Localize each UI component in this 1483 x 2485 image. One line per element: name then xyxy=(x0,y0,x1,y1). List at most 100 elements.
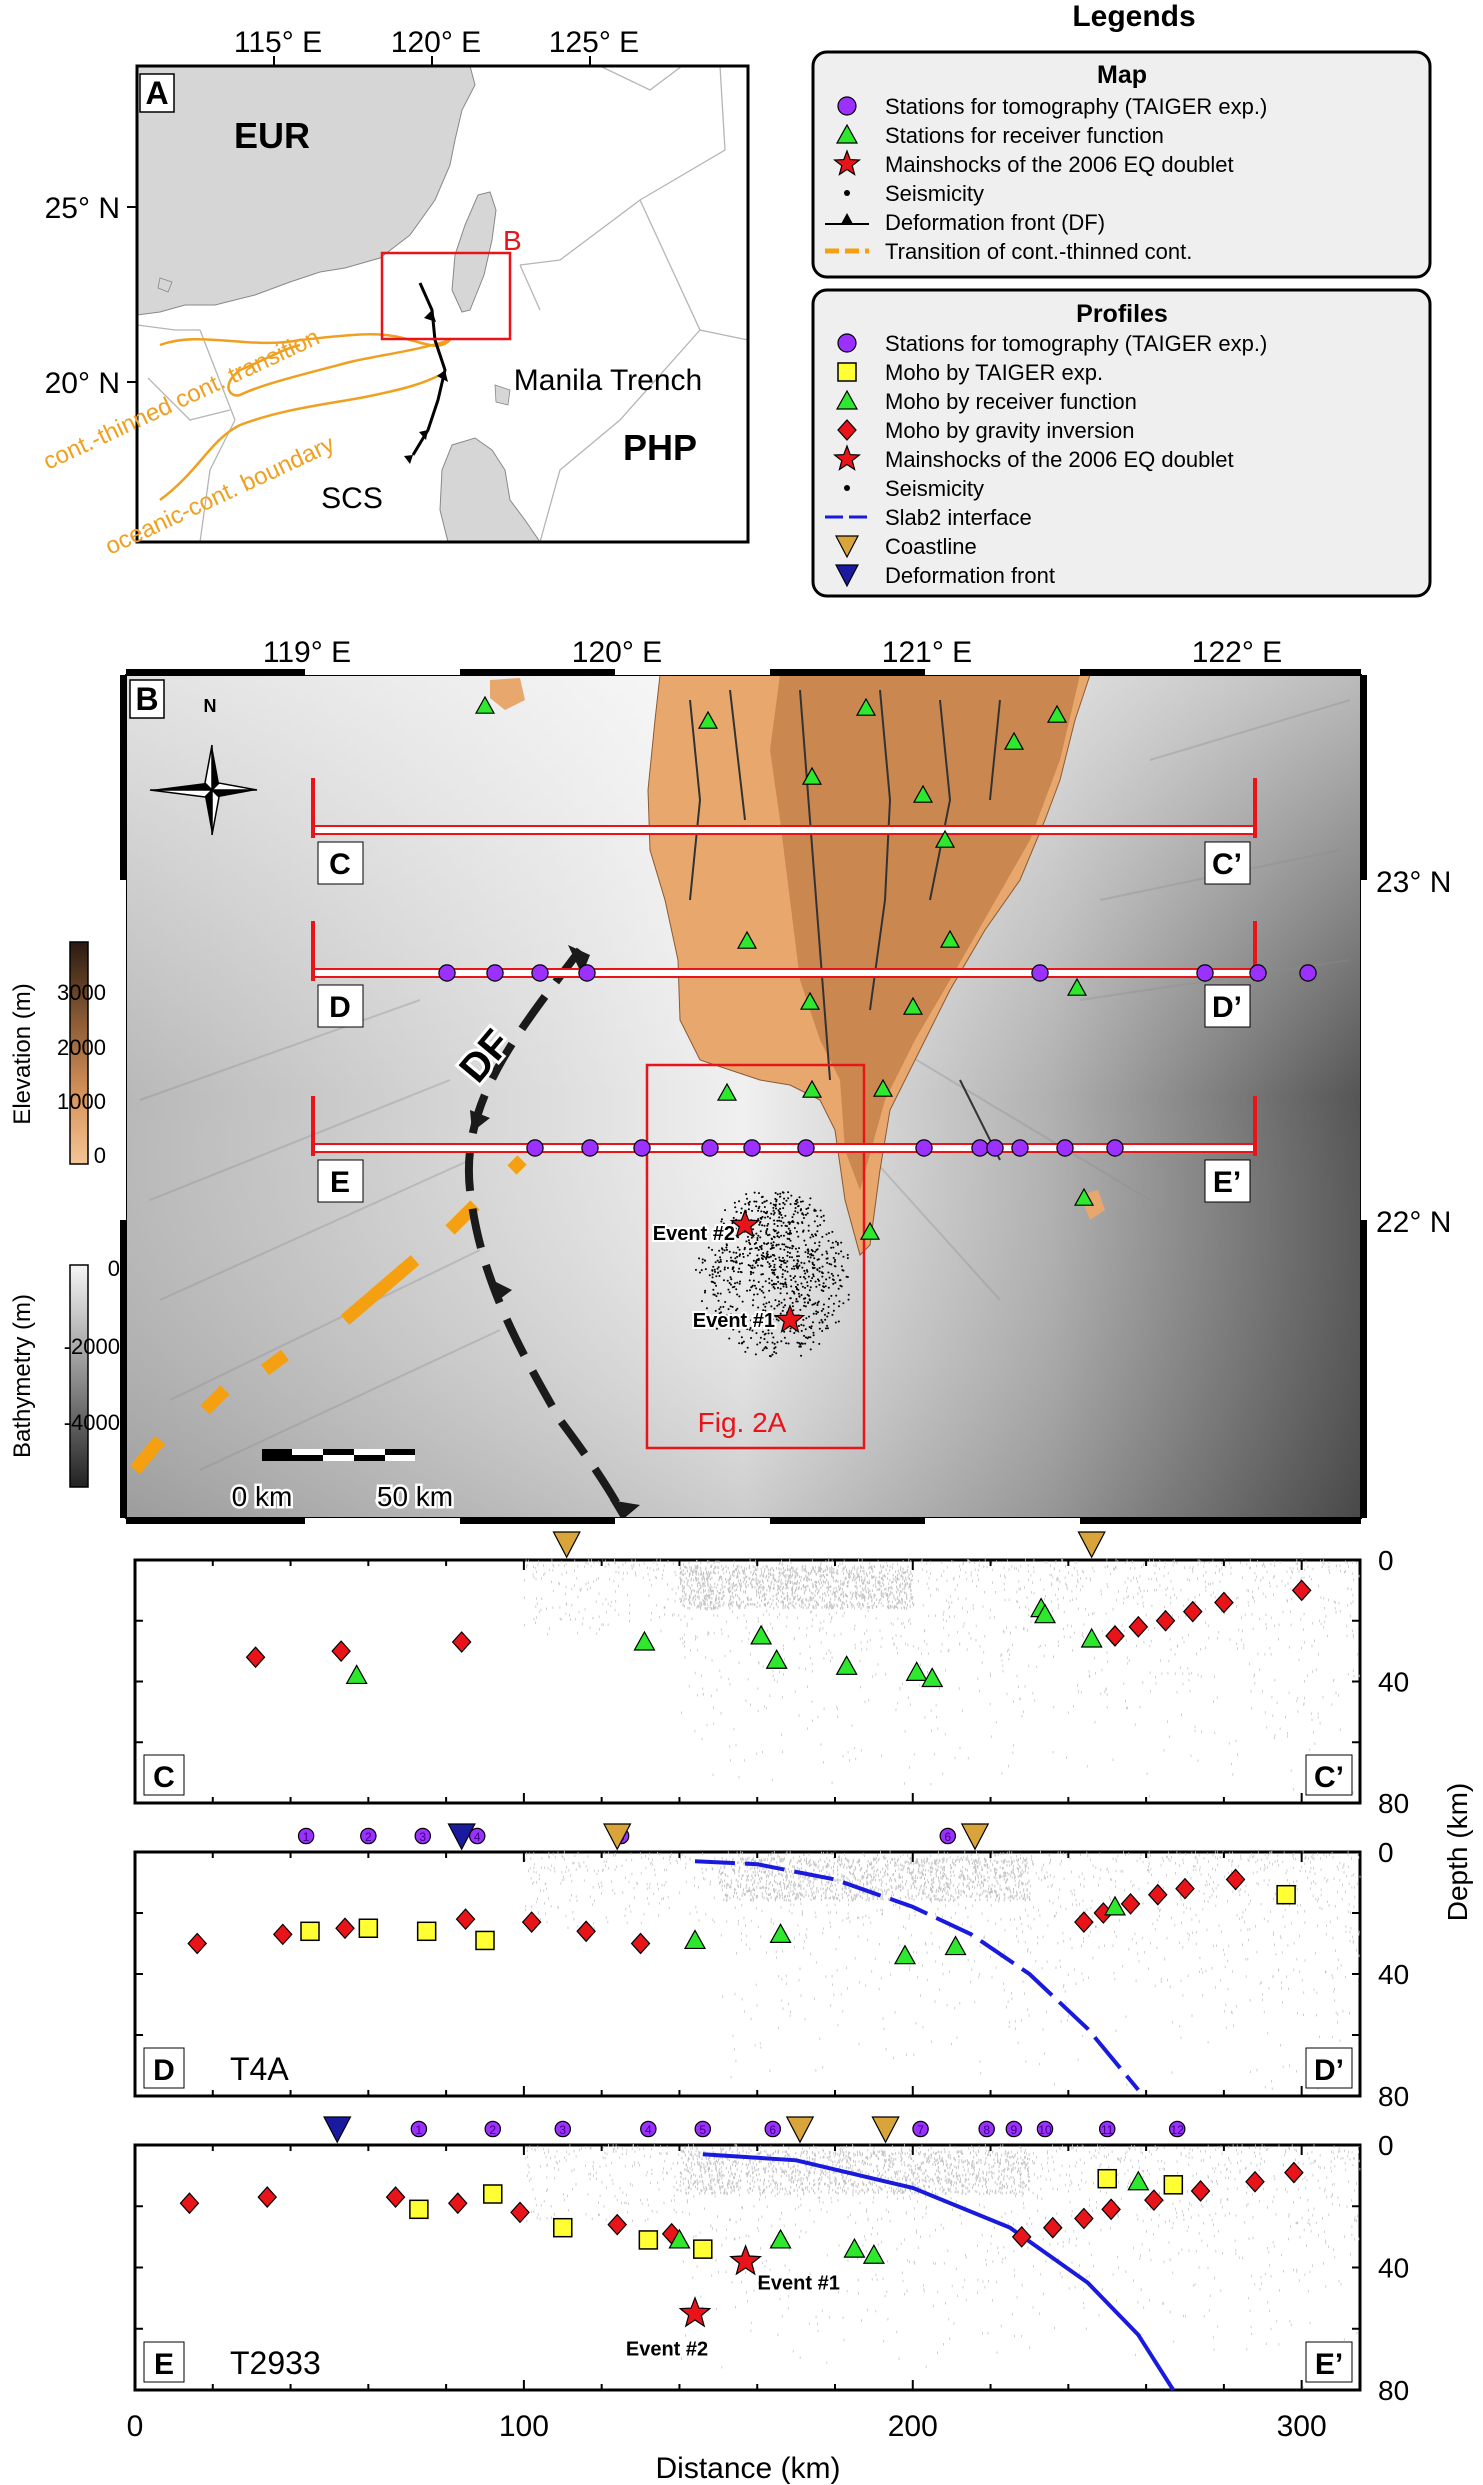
legend-map-symbol-2-icon xyxy=(832,149,862,176)
map-rf-station-17 xyxy=(859,1221,881,1240)
profile-e-transect-tag: T2933 xyxy=(230,2345,321,2381)
map-event-2-label: Event #2 xyxy=(653,1223,735,1245)
profile-d-gravity-5 xyxy=(576,1920,596,1943)
profile-c-seismicity xyxy=(524,1558,1360,1798)
map-station-d-5 xyxy=(1196,964,1214,982)
taiwan-mountains xyxy=(770,675,1080,1190)
profile-e-station-7: 8 xyxy=(978,2120,995,2138)
map-profile-end-2-1: E’ xyxy=(1213,1166,1241,1199)
elev-tick-0: 0 xyxy=(94,1143,106,1168)
lon-tick-121: 121° E xyxy=(882,636,972,669)
map-station-d-3 xyxy=(578,964,596,982)
lat-tick-22: 22° N xyxy=(1376,1206,1451,1239)
profile-d-gravity-1 xyxy=(272,1923,293,1946)
boundary-line xyxy=(159,373,441,501)
profile-e-right-label: E’ xyxy=(1315,2348,1343,2381)
profile-e-taiger-4 xyxy=(693,2239,713,2259)
profile-e-gravity-9 xyxy=(1074,2207,1094,2230)
plate-boundary-lines xyxy=(137,66,748,542)
profile-e-event-0-star xyxy=(729,2244,763,2276)
profile-e-rf-0 xyxy=(668,2228,691,2249)
profile-c-rf-0 xyxy=(345,1664,368,1685)
profile-e-station-8: 9 xyxy=(1005,2120,1023,2138)
profile-e-station-6: 7 xyxy=(912,2120,929,2138)
legend-map-title: Map xyxy=(1097,61,1147,89)
map-station-e-3 xyxy=(701,1139,719,1157)
legend-profile-label-2: Moho by receiver function xyxy=(885,389,1137,414)
profile-c-rf-1 xyxy=(633,1630,656,1651)
map-station-e-10 xyxy=(1056,1139,1074,1157)
profile-e-slab2 xyxy=(702,2152,1175,2392)
profile-e-rf-3 xyxy=(862,2244,885,2264)
profile-e-taiger-3 xyxy=(638,2230,659,2250)
profile-e-rf-1 xyxy=(769,2228,792,2249)
profile-e-station-4: 5 xyxy=(694,2120,712,2138)
profile-e-station-label-10: 11 xyxy=(1101,2123,1114,2137)
legend-map-symbol-3-icon xyxy=(844,190,850,196)
map-event-1-label: Event #1 xyxy=(693,1310,775,1332)
profile-d-rf-3 xyxy=(944,1935,967,1956)
profile-e-taiger-5 xyxy=(1097,2168,1117,2189)
elevation-ticks: 3000 2000 1000 0 xyxy=(57,980,106,1168)
legend-map-box xyxy=(811,50,1432,279)
profile-c-depth-tick-0: 0 xyxy=(1378,1545,1394,1576)
profile-d-slab2 xyxy=(694,1859,1140,2092)
legend-profile-label-5: Seismicity xyxy=(885,476,984,501)
legend-profile-label-8: Deformation front xyxy=(885,563,1055,588)
bathymetry-ticks: 0 -2000 -4000 xyxy=(64,1256,120,1435)
profile-d-gravity-2 xyxy=(335,1917,355,1940)
map-rf-station-4 xyxy=(912,784,934,803)
distance-tick-0: 0 xyxy=(127,2410,144,2443)
profile-e-gravity-0 xyxy=(179,2192,200,2215)
profile-d-taiger-1 xyxy=(358,1918,379,1938)
legend-profile-symbol-2-icon xyxy=(835,389,859,410)
profile-d-station-label-2: 3 xyxy=(419,1830,426,1844)
profile-c-depth-tick-1: 40 xyxy=(1378,1667,1409,1698)
fig2a-box xyxy=(645,1063,866,1450)
profile-e-gravity-1 xyxy=(257,2186,278,2208)
map-station-e-9 xyxy=(1011,1139,1029,1157)
legend-profile-symbol-3-icon xyxy=(837,419,857,441)
legend-map-items: Stations for tomography (TAIGER exp.) Sta… xyxy=(825,94,1267,264)
bathy-tick-0: 0 xyxy=(108,1256,120,1281)
profile-c-depth-tick-2: 80 xyxy=(1378,1788,1409,1819)
lat-tick-20: 20° N xyxy=(45,367,120,400)
legend-panel: Legends Map Stations for tomography (TAI… xyxy=(811,0,1432,598)
profile-e-taiger-0 xyxy=(409,2199,429,2220)
profile-e-left-label: E xyxy=(154,2348,174,2381)
map-rf-station-5 xyxy=(1003,731,1025,750)
profile-e-station-11: 12 xyxy=(1168,2120,1186,2138)
php-label: PHP xyxy=(623,427,697,468)
elev-tick-3000: 3000 xyxy=(57,980,106,1005)
profile-d-rf-2 xyxy=(893,1944,917,1965)
profile-d-gravity-12 xyxy=(1225,1868,1246,1891)
profile-c-rf-6 xyxy=(921,1667,944,1688)
profile-c: 0 40 80 C C’ xyxy=(133,1531,1409,1819)
profile-d-coast-1 xyxy=(960,1823,990,1851)
map-rf-station-15 xyxy=(872,1078,894,1097)
panel-b-location-box xyxy=(380,251,512,341)
profile-c-gravity-7 xyxy=(1182,1600,1203,1623)
map-rf-station-16 xyxy=(1073,1187,1095,1206)
profile-d-gravity-7 xyxy=(1074,1911,1094,1934)
profile-e-station-1: 2 xyxy=(484,2120,502,2138)
map-profile-e: E E’ xyxy=(311,1096,1257,1203)
legend-map-label-4: Deformation front (DF) xyxy=(885,210,1105,235)
map-station-e-6 xyxy=(915,1139,933,1157)
map-rf-station-10 xyxy=(799,991,821,1010)
profile-c-gravity-4 xyxy=(1105,1625,1125,1647)
profile-e-station-9: 10 xyxy=(1036,2120,1054,2138)
profile-c-left-label: C xyxy=(153,1761,175,1794)
distance-tick-2: 200 xyxy=(888,2410,938,2443)
legend-profile-items: Stations for tomography (TAIGER exp.) Moh… xyxy=(825,331,1267,588)
bathymetry-colorbar xyxy=(69,1264,89,1488)
legend-profile-symbol-4-icon xyxy=(832,444,862,471)
profile-c-rf-9 xyxy=(1080,1627,1103,1648)
profile-d-right-label: D’ xyxy=(1314,2054,1344,2087)
manila-trench-label: Manila Trench xyxy=(514,364,702,397)
profile-e-event-1-star xyxy=(678,2296,712,2328)
profile-d-left-label: D xyxy=(153,2054,175,2087)
profile-c-gravity-6 xyxy=(1155,1609,1176,1632)
